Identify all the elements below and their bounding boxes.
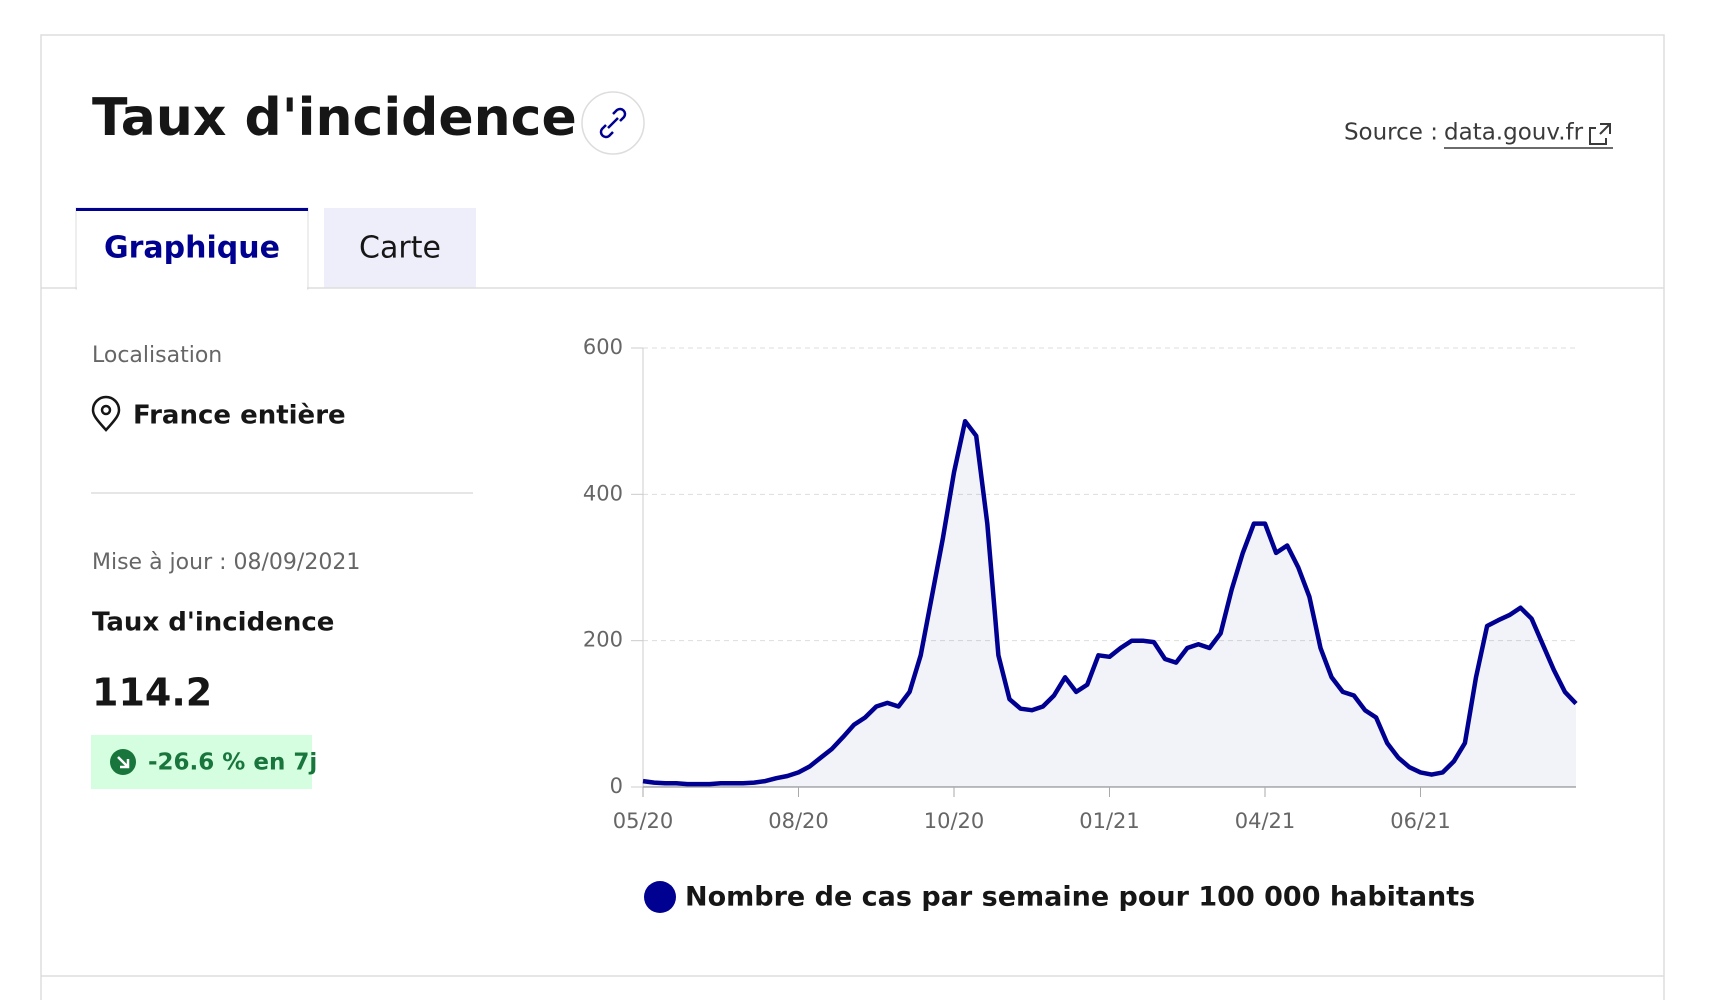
metric-label: Taux d'incidence xyxy=(92,608,334,638)
tab-active[interactable] xyxy=(75,207,309,290)
pin-icon xyxy=(91,395,121,432)
pin-dot xyxy=(100,404,112,416)
trend-arrow xyxy=(117,756,130,769)
legend-label: Nombre de cas par semaine pour 100 000 h… xyxy=(685,882,1475,913)
y-tick-label: 200 xyxy=(583,628,623,652)
legend-marker xyxy=(644,881,676,913)
source-link[interactable]: data.gouv.fr xyxy=(1444,120,1584,146)
x-tick-label: 04/21 xyxy=(1235,809,1296,833)
external-icon xyxy=(1589,123,1611,145)
tab-indicator xyxy=(76,208,308,211)
location: France entière xyxy=(133,401,346,431)
x-tick-label: 06/21 xyxy=(1390,809,1451,833)
line xyxy=(642,418,1578,787)
updated: Mise à jour : 08/09/2021 xyxy=(92,550,360,575)
location-label: Localisation xyxy=(92,343,222,368)
y-tick-label: 400 xyxy=(583,481,623,505)
x-tick-label: 08/20 xyxy=(768,809,829,833)
title: Taux d'incidence xyxy=(92,88,577,148)
source-label: Source : xyxy=(1344,120,1438,146)
link-button[interactable] xyxy=(581,91,645,155)
tab-cover xyxy=(77,286,307,290)
y-tick-label: 0 xyxy=(610,774,623,798)
x-tick-label: 10/20 xyxy=(924,809,985,833)
area-fill xyxy=(643,421,1576,787)
x-tick-label: 01/21 xyxy=(1079,809,1140,833)
tab-label[interactable]: Graphique xyxy=(104,231,280,266)
x-tick-label: 05/20 xyxy=(613,809,674,833)
metric-value: 114.2 xyxy=(92,671,212,715)
y-tick-label: 600 xyxy=(583,335,623,359)
card xyxy=(40,34,1665,1004)
tab-inactive[interactable] xyxy=(324,208,476,288)
tab-label[interactable]: Carte xyxy=(359,231,441,266)
chart: 0 200 400 600 05/20 08/20 10/20 01/21 04/21 06/21… xyxy=(583,335,1578,913)
link-icon xyxy=(599,107,627,139)
change: -26.6 % en 7j xyxy=(148,750,317,776)
